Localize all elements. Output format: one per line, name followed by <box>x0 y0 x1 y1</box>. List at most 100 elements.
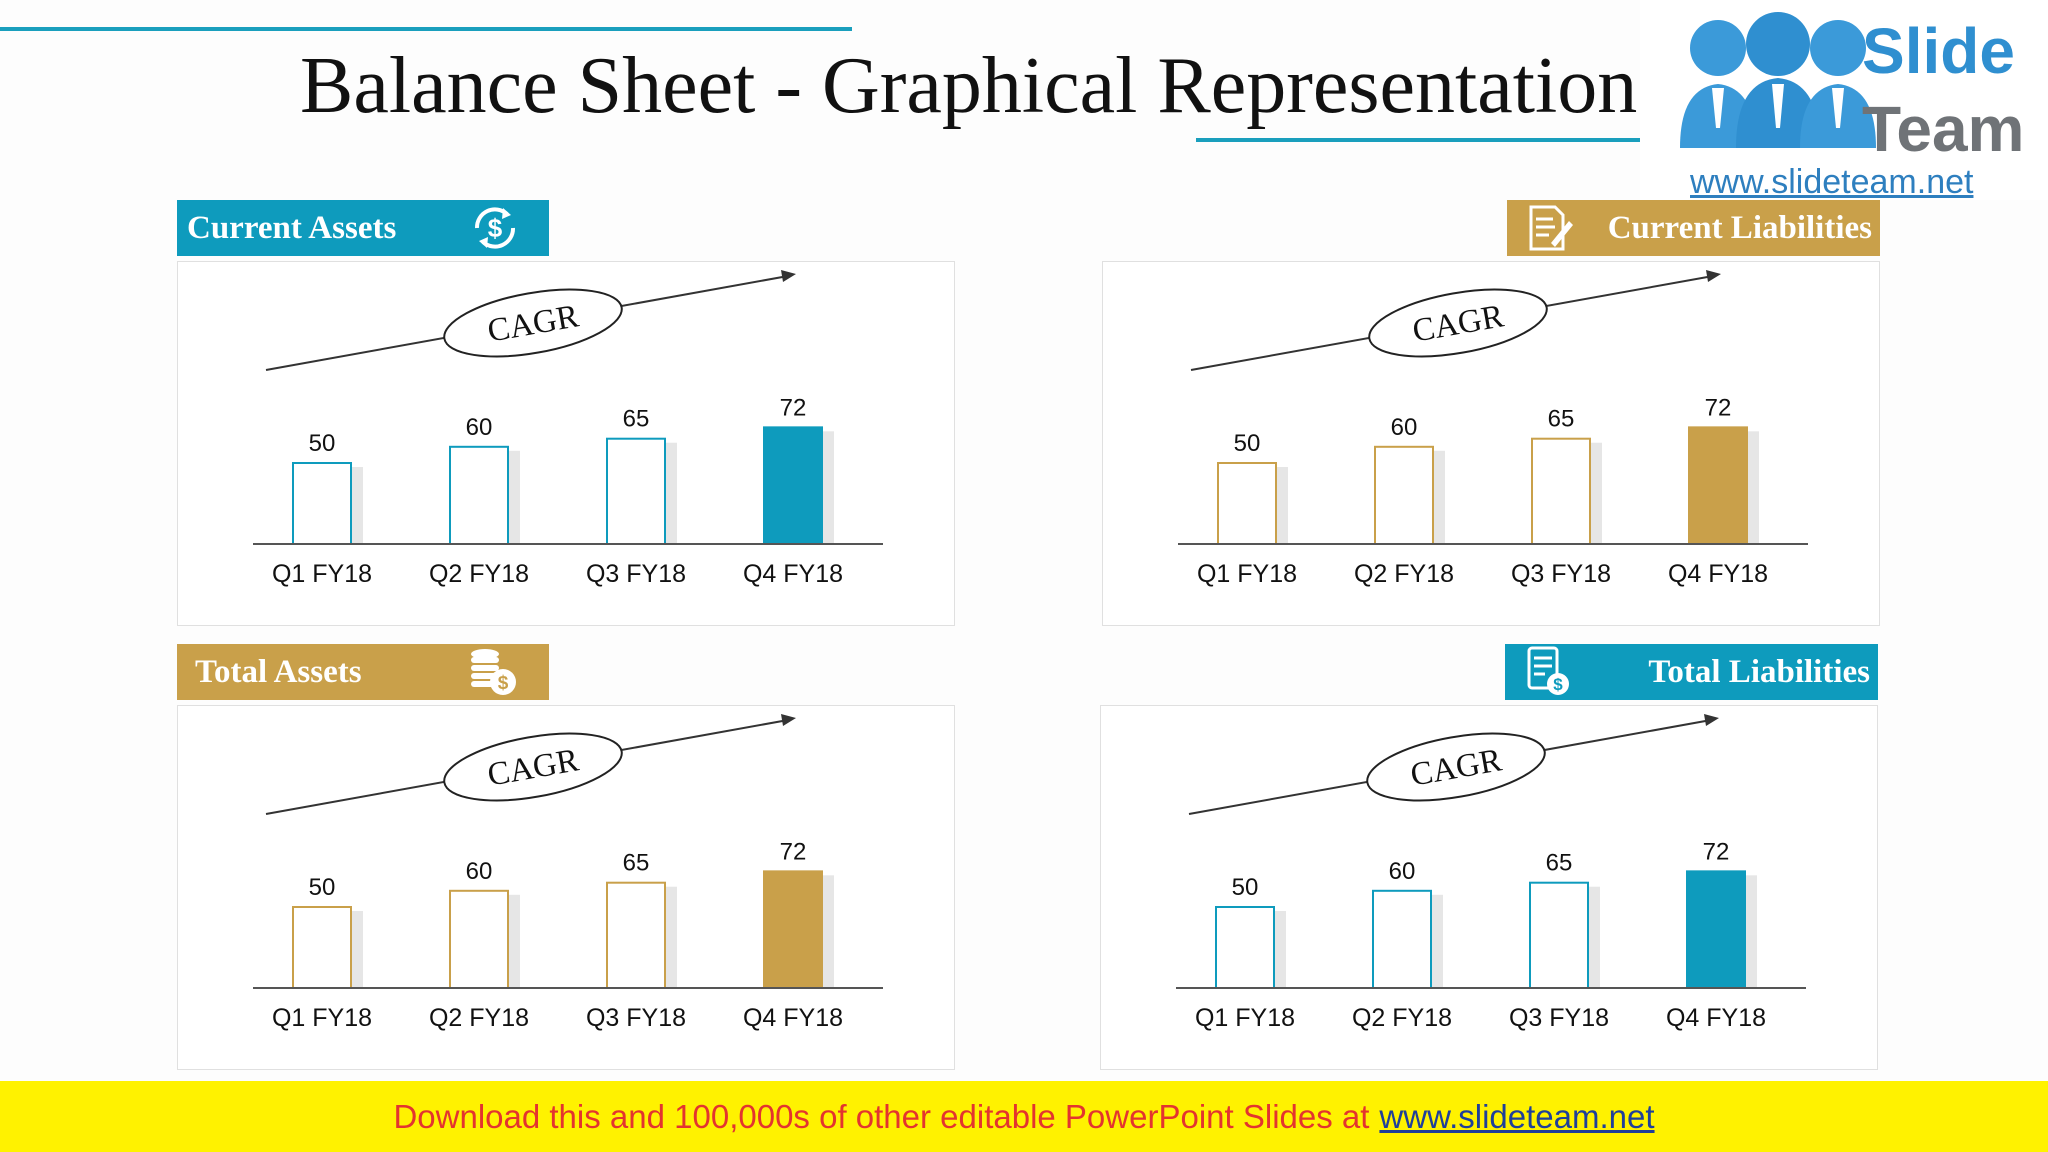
bar-value-label: 65 <box>623 406 650 433</box>
svg-text:$: $ <box>1553 675 1563 694</box>
bar-value-label: 60 <box>1391 414 1418 441</box>
bar-value-label: 50 <box>309 430 336 457</box>
cagr-ellipse <box>1368 288 1548 358</box>
bar-value-label: 50 <box>309 874 336 901</box>
bar-value-label: 65 <box>1548 406 1575 433</box>
category-tick-label: Q1 FY18 <box>1197 560 1297 588</box>
bar-shadow <box>508 894 520 988</box>
bar-shadow <box>1745 875 1757 988</box>
bar-q4-fy18 <box>1686 870 1746 989</box>
logo-word-slide: Slide <box>1862 15 2015 87</box>
category-tick-label: Q2 FY18 <box>1354 560 1454 588</box>
cagr-ellipse <box>443 732 623 802</box>
bar-shadow <box>1747 431 1759 544</box>
bar-q1-fy18 <box>1217 462 1277 545</box>
bar-q3-fy18 <box>606 437 666 545</box>
document-pen-icon <box>1529 205 1573 251</box>
bar-value-label: 60 <box>466 858 493 885</box>
current-liabilities-label: Current Liabilities <box>1607 209 1872 246</box>
bar-q1-fy18 <box>1215 906 1275 989</box>
category-tick-label: Q1 FY18 <box>272 1004 372 1032</box>
category-tick-label: Q3 FY18 <box>1509 1004 1609 1032</box>
coins-stack-icon: $ <box>471 649 516 695</box>
footer-text: Download this and 100,000s of other edit… <box>393 1097 1370 1135</box>
team-people-icon <box>1680 12 1876 148</box>
cagr-arrowhead <box>1706 270 1721 282</box>
bar-value-label: 50 <box>1234 430 1261 457</box>
total-liabilities-label: Total Liabilities <box>1648 653 1870 690</box>
category-tick-label: Q4 FY18 <box>743 1004 843 1032</box>
bar-shadow <box>1276 467 1288 544</box>
bar-value-label: 72 <box>780 838 807 865</box>
bar-value-label: 72 <box>1705 394 1732 421</box>
total-assets-header: Total Assets $ <box>177 644 549 700</box>
total-liabilities-header: $ Total Liabilities <box>1505 644 1878 700</box>
title-accent-line-left <box>0 27 852 31</box>
bar-value-label: 60 <box>1389 858 1416 885</box>
category-tick-label: Q4 FY18 <box>1666 1004 1766 1032</box>
bar-q2-fy18 <box>449 445 509 545</box>
cagr-ellipse <box>443 288 623 358</box>
bar-shadow <box>508 450 520 544</box>
total-liabilities-chart-panel: CAGR 50 Q1 FY18 60 Q2 FY18 65 Q3 FY18 72 Q4 FY18 <box>1100 705 1878 1070</box>
category-tick-label: Q1 FY18 <box>1195 1004 1295 1032</box>
bar-shadow <box>665 442 677 544</box>
bar-shadow <box>822 875 834 988</box>
footer-banner: Download this and 100,000s of other edit… <box>0 1081 2048 1152</box>
slide-title: Balance Sheet - Graphical Representation <box>300 42 1638 130</box>
bar-q4-fy18 <box>763 870 823 989</box>
current-assets-label: Current Assets <box>187 209 397 246</box>
cagr-arrowhead <box>1704 714 1719 726</box>
category-tick-label: Q2 FY18 <box>429 560 529 588</box>
bar-value-label: 65 <box>623 850 650 877</box>
svg-text:$: $ <box>488 213 503 243</box>
category-tick-label: Q2 FY18 <box>1352 1004 1452 1032</box>
bar-shadow <box>822 431 834 544</box>
bar-value-label: 65 <box>1546 850 1573 877</box>
bar-q2-fy18 <box>449 889 509 989</box>
bar-q3-fy18 <box>1531 437 1591 545</box>
category-tick-label: Q3 FY18 <box>586 1004 686 1032</box>
bill-dollar-icon: $ <box>1527 646 1569 695</box>
title-accent-line-right <box>1196 138 2048 142</box>
bar-shadow <box>1588 886 1600 988</box>
bar-value-label: 72 <box>780 394 807 421</box>
bar-shadow <box>351 911 363 988</box>
cagr-arrowhead <box>781 714 796 726</box>
bar-q2-fy18 <box>1374 445 1434 545</box>
bar-shadow <box>351 467 363 544</box>
dollar-cycle-icon: $ <box>474 207 516 249</box>
svg-text:$: $ <box>498 673 509 694</box>
bar-value-label: 50 <box>1232 874 1259 901</box>
bar-value-label: 72 <box>1703 838 1730 865</box>
bar-shadow <box>665 886 677 988</box>
current-assets-chart-panel: CAGR 50 Q1 FY18 60 Q2 FY18 65 Q3 FY18 72 Q4 FY18 <box>177 261 955 626</box>
bar-q1-fy18 <box>292 906 352 989</box>
bar-shadow <box>1590 442 1602 544</box>
bar-q1-fy18 <box>292 462 352 545</box>
brand-logo: Slide Team www.slideteam.net <box>1640 0 2048 201</box>
cagr-arrowhead <box>781 270 796 282</box>
total-assets-chart-panel: CAGR 50 Q1 FY18 60 Q2 FY18 65 Q3 FY18 72 Q4 FY18 <box>177 705 955 1070</box>
category-tick-label: Q2 FY18 <box>429 1004 529 1032</box>
bar-shadow <box>1431 894 1443 988</box>
logo-url[interactable]: www.slideteam.net <box>1690 163 1974 201</box>
current-liabilities-header: Current Liabilities <box>1507 200 1880 256</box>
bar-q2-fy18 <box>1372 889 1432 989</box>
current-assets-header: Current Assets $ <box>177 200 549 256</box>
bar-q3-fy18 <box>606 881 666 989</box>
total-assets-label: Total Assets <box>195 653 362 690</box>
category-tick-label: Q3 FY18 <box>1511 560 1611 588</box>
category-tick-label: Q4 FY18 <box>1668 560 1768 588</box>
footer-link[interactable]: www.slideteam.net <box>1379 1097 1655 1135</box>
category-tick-label: Q1 FY18 <box>272 560 372 588</box>
bar-shadow <box>1274 911 1286 988</box>
category-tick-label: Q4 FY18 <box>743 560 843 588</box>
logo-word-team: Team <box>1862 93 2025 165</box>
bar-shadow <box>1433 450 1445 544</box>
